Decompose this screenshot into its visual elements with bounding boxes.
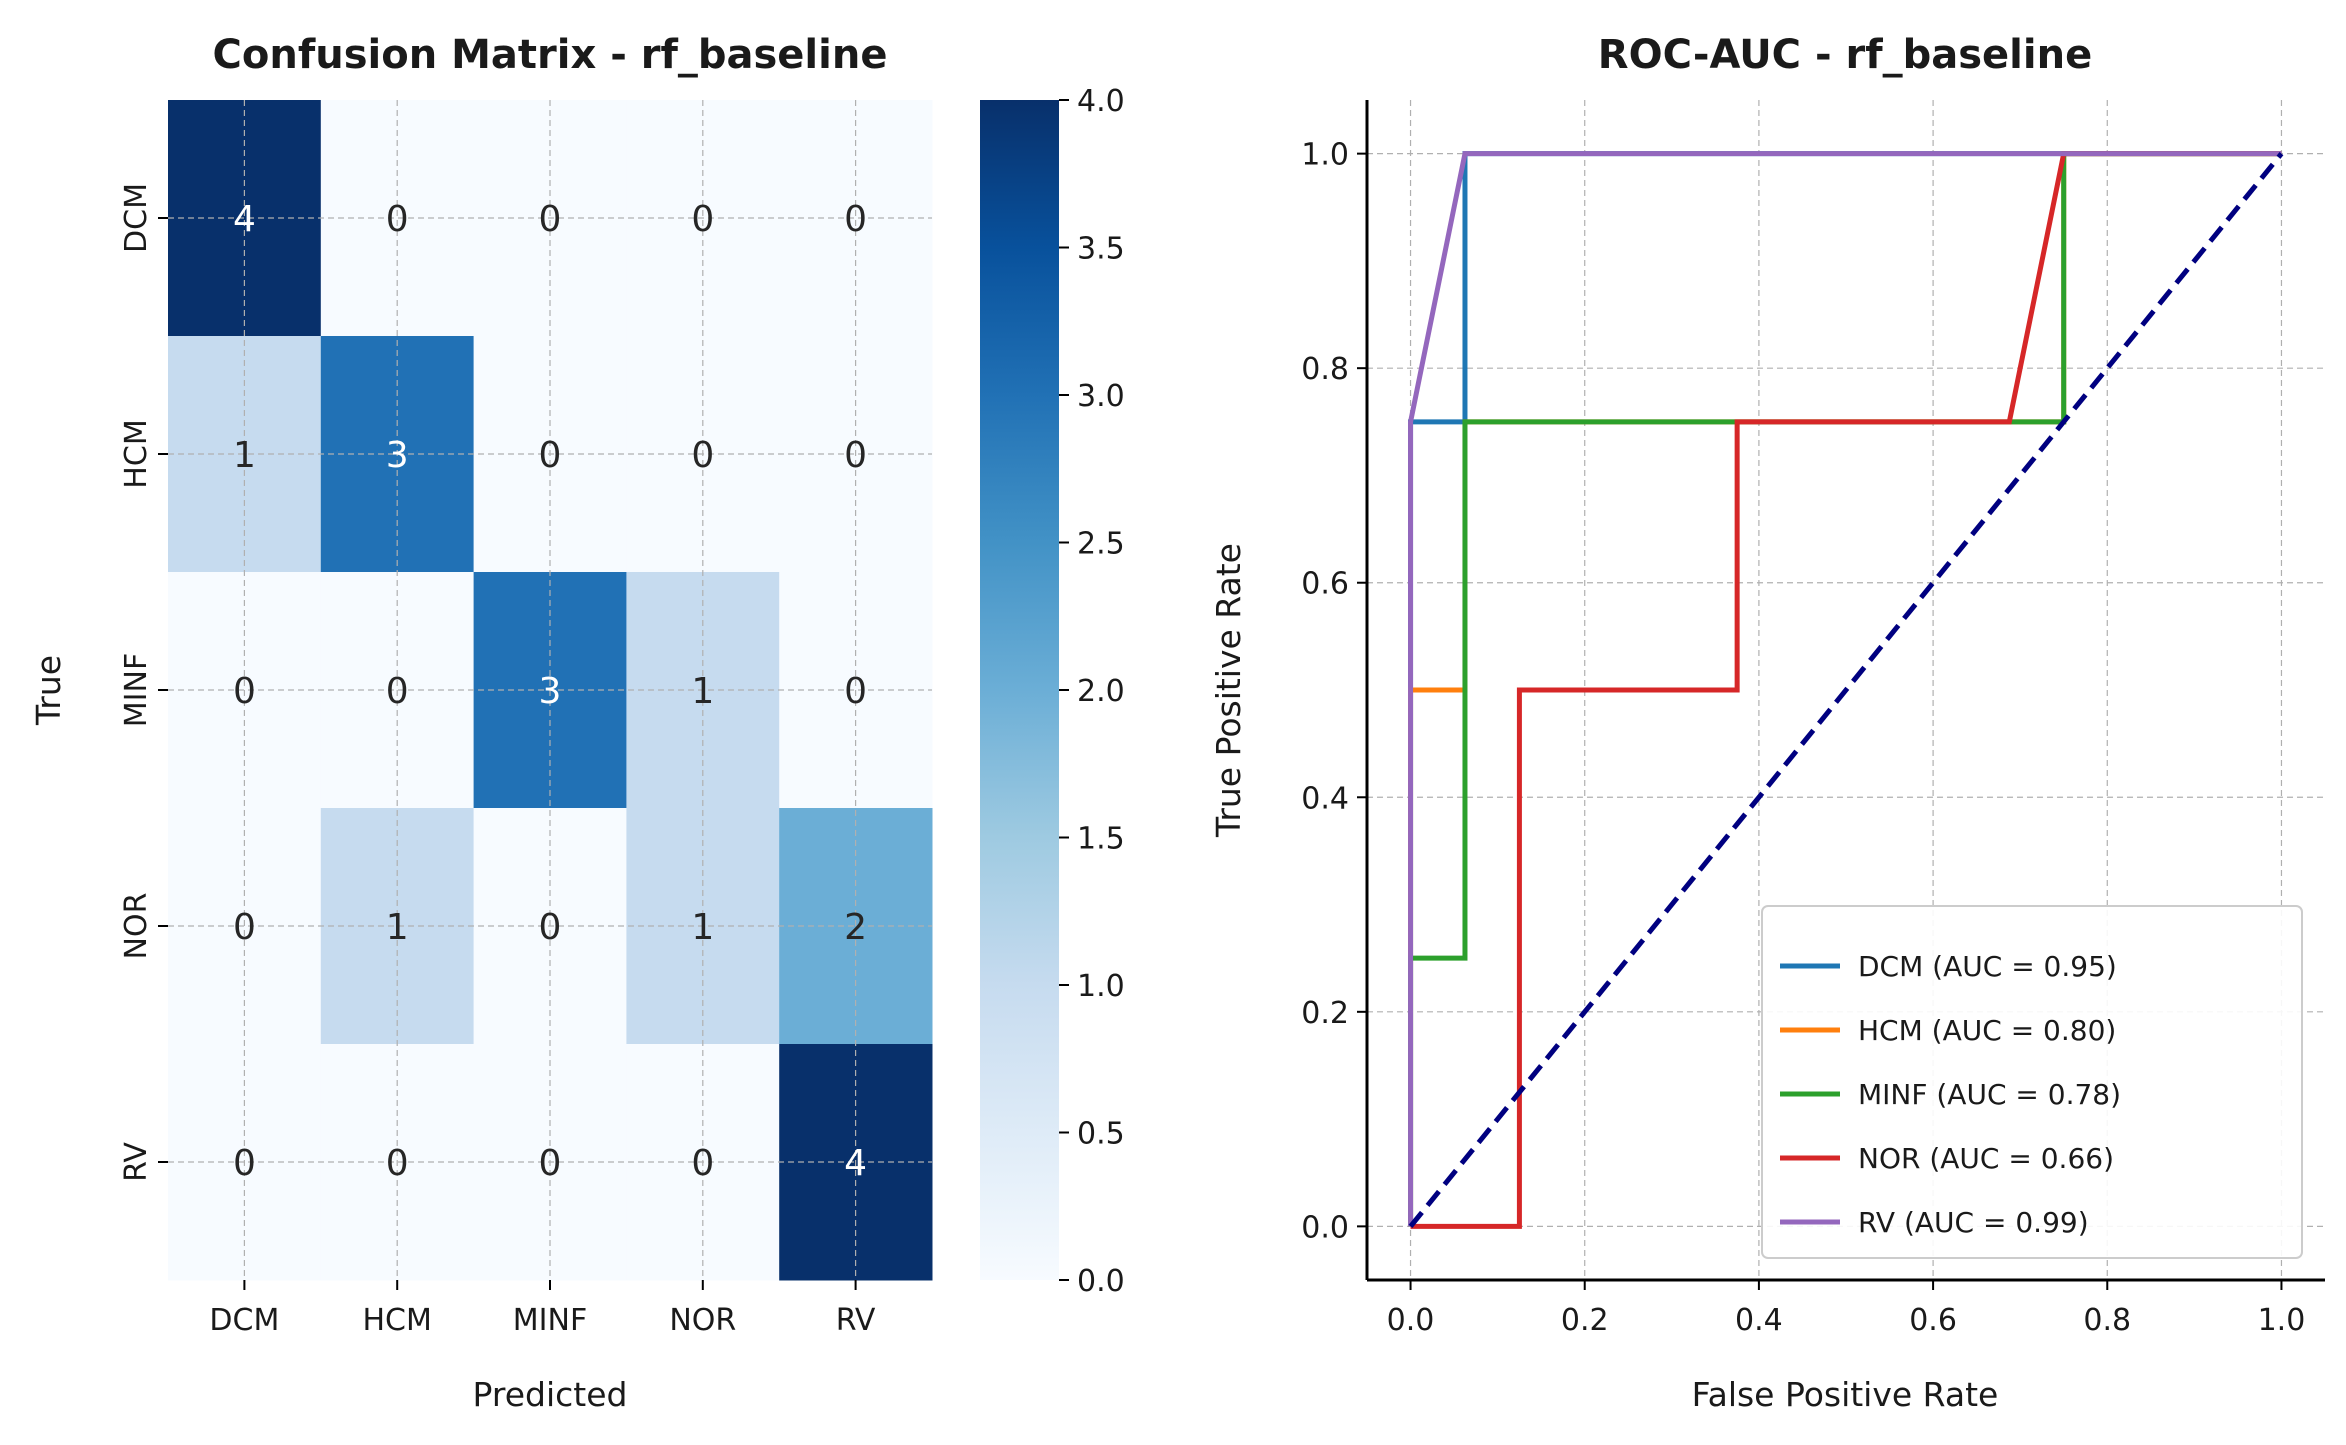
cm-cell-value: 0	[691, 435, 714, 476]
cm-cell-value: 0	[691, 199, 714, 240]
legend-entry: HCM (AUC = 0.80)	[1858, 1014, 2116, 1047]
cm-y-ticks: DCM HCM MINF NOR RV	[119, 183, 168, 1182]
cm-cell-value: 0	[844, 199, 867, 240]
roc-reference-line	[1408, 152, 2284, 1228]
cm-y-tick-label: DCM	[119, 183, 154, 253]
roc-series-line	[1410, 151, 2282, 1229]
cm-x-axis-label: Predicted	[473, 1375, 628, 1414]
cm-y-axis-label: True	[29, 655, 68, 726]
cm-cell-value: 0	[539, 907, 562, 948]
colorbar-tick-label: 4.0	[1077, 84, 1125, 119]
roc-y-ticks: 0.0 0.2 0.4 0.6 0.8 1.0	[1301, 138, 1367, 1245]
roc-y-tick-label: 0.0	[1301, 1210, 1349, 1245]
cm-y-tick-label: HCM	[119, 419, 154, 488]
roc-y-tick-label: 1.0	[1301, 138, 1349, 173]
cm-cell-value: 0	[691, 1143, 714, 1184]
roc-x-axis-label: False Positive Rate	[1692, 1375, 1999, 1414]
cm-y-tick-label: MINF	[119, 653, 154, 727]
colorbar-tick-label: 3.5	[1077, 232, 1125, 267]
roc-title: ROC-AUC - rf_baseline	[1598, 32, 2092, 78]
confusion-matrix-chart: Confusion Matrix - rf_baseline 4 0 0 0 0 1 3 0 0…	[29, 32, 1125, 1414]
cm-x-tick-label: NOR	[669, 1303, 736, 1338]
legend-entry: RV (AUC = 0.99)	[1858, 1206, 2089, 1239]
cm-x-tick-label: DCM	[209, 1303, 279, 1338]
cm-cell-value: 0	[386, 671, 409, 712]
cm-cell-value: 0	[233, 1143, 256, 1184]
roc-x-tick-label: 0.6	[1909, 1303, 1957, 1338]
cm-y-tick-label: RV	[119, 1142, 154, 1182]
colorbar-tick-label: 2.0	[1077, 674, 1125, 709]
roc-y-axis-label: True Positive Rate	[1209, 543, 1248, 838]
colorbar-tick-label: 2.5	[1077, 527, 1125, 562]
cm-cell-value: 3	[539, 671, 562, 712]
colorbar-ticks: 0.0 0.5 1.0 1.5 2.0 2.5 3.0 3.5 4.0	[1059, 84, 1125, 1299]
cm-cell-value: 0	[539, 199, 562, 240]
cm-cell-value: 0	[233, 907, 256, 948]
cm-cell-value: 0	[386, 1143, 409, 1184]
legend-entry: DCM (AUC = 0.95)	[1858, 950, 2117, 983]
legend-entry: NOR (AUC = 0.66)	[1858, 1142, 2114, 1175]
cm-cell-value: 0	[233, 671, 256, 712]
legend-box	[1761, 905, 2303, 1259]
cm-cell-value: 4	[844, 1143, 867, 1184]
cm-cell-value: 0	[539, 435, 562, 476]
roc-chart: ROC-AUC - rf_baseline 0.0 0.2 0.4 0.6 0.8 1.0…	[1209, 32, 2325, 1414]
cm-cell-value: 4	[233, 199, 256, 240]
cm-x-tick-label: MINF	[513, 1303, 587, 1338]
colorbar	[980, 100, 1059, 1280]
roc-x-tick-label: 0.0	[1387, 1303, 1435, 1338]
roc-x-ticks: 0.0 0.2 0.4 0.6 0.8 1.0	[1387, 1280, 2306, 1338]
roc-x-tick-label: 0.2	[1561, 1303, 1609, 1338]
colorbar-tick-label: 3.0	[1077, 379, 1125, 414]
roc-y-tick-label: 0.4	[1301, 781, 1349, 816]
legend-entry: MINF (AUC = 0.78)	[1858, 1078, 2121, 1111]
cm-cell-value: 0	[844, 671, 867, 712]
colorbar-tick-label: 1.5	[1077, 822, 1125, 857]
cm-cell-value: 0	[844, 435, 867, 476]
roc-series	[1408, 151, 2284, 1229]
roc-y-tick-label: 0.8	[1301, 352, 1349, 387]
cm-x-tick-label: RV	[836, 1303, 876, 1338]
cm-x-ticks: DCM HCM MINF NOR RV	[209, 1280, 876, 1338]
cm-cell-value: 0	[539, 1143, 562, 1184]
cm-cell-value: 1	[691, 907, 714, 948]
cm-title: Confusion Matrix - rf_baseline	[213, 32, 888, 78]
cm-y-tick-label: NOR	[119, 893, 154, 960]
cm-cell-value: 3	[386, 435, 409, 476]
roc-x-tick-label: 0.4	[1735, 1303, 1783, 1338]
roc-legend: DCM (AUC = 0.95) HCM (AUC = 0.80) MINF (AU…	[1761, 905, 2303, 1259]
cm-cell	[779, 100, 933, 337]
roc-x-tick-label: 1.0	[2258, 1303, 2306, 1338]
cm-cell-value: 1	[386, 907, 409, 948]
cm-cell-value: 1	[233, 435, 256, 476]
roc-series-line	[1408, 151, 2282, 1227]
cm-cell-value: 1	[691, 671, 714, 712]
colorbar-tick-label: 1.0	[1077, 969, 1125, 1004]
cm-cell-value: 0	[386, 199, 409, 240]
cm-cell-value: 2	[844, 907, 867, 948]
roc-y-tick-label: 0.2	[1301, 996, 1349, 1031]
roc-y-tick-label: 0.6	[1301, 567, 1349, 602]
roc-x-tick-label: 0.8	[2083, 1303, 2131, 1338]
colorbar-tick-label: 0.0	[1077, 1264, 1125, 1299]
colorbar-tick-label: 0.5	[1077, 1117, 1125, 1152]
cm-gridlines	[168, 100, 932, 1280]
cm-annotations: 4 0 0 0 0 1 3 0 0 0 0 0 3 1 0 0 1 0 1 2 0 0 0 0 4	[233, 199, 867, 1184]
cm-x-tick-label: HCM	[363, 1303, 432, 1338]
